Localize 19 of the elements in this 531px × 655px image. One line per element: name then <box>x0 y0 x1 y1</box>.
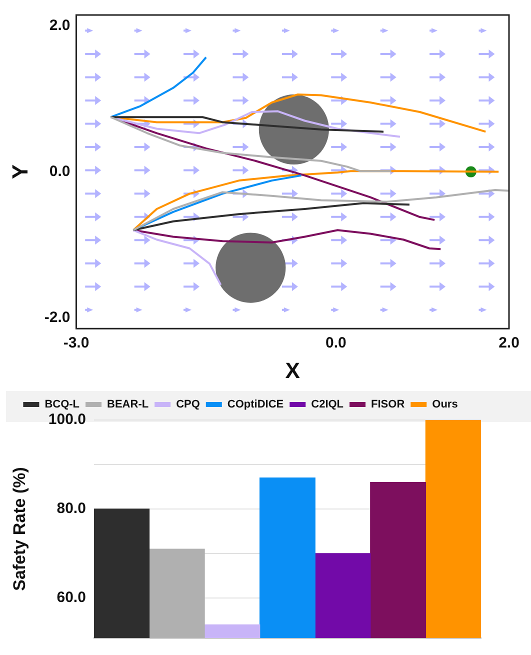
legend-label: Ours <box>432 398 458 411</box>
y-axis-title: Y <box>7 164 32 180</box>
y-axis-title: Safety Rate (%) <box>10 467 29 591</box>
y-tick-label: 80.0 <box>56 500 86 518</box>
y-tick-label: 100.0 <box>48 411 86 428</box>
x-tick-label: 0.0 <box>325 334 346 352</box>
y-tick-label: 60.0 <box>56 589 86 606</box>
legend-label: BEAR-L <box>107 398 149 411</box>
legend-label: BCQ-L <box>44 398 80 411</box>
y-tick-label: -2.0 <box>44 308 70 326</box>
legend-label: C2IQL <box>311 398 344 411</box>
legend-label: FISOR <box>371 398 405 411</box>
legend-label: COptiDICE <box>227 398 284 411</box>
y-tick-label: 2.0 <box>49 17 70 34</box>
y-tick-label: 0.0 <box>49 162 70 180</box>
legend-label: CPQ <box>176 398 200 411</box>
x-tick-label: -3.0 <box>63 334 90 352</box>
x-axis-title: X <box>285 358 300 383</box>
x-tick-label: 2.0 <box>498 334 520 352</box>
